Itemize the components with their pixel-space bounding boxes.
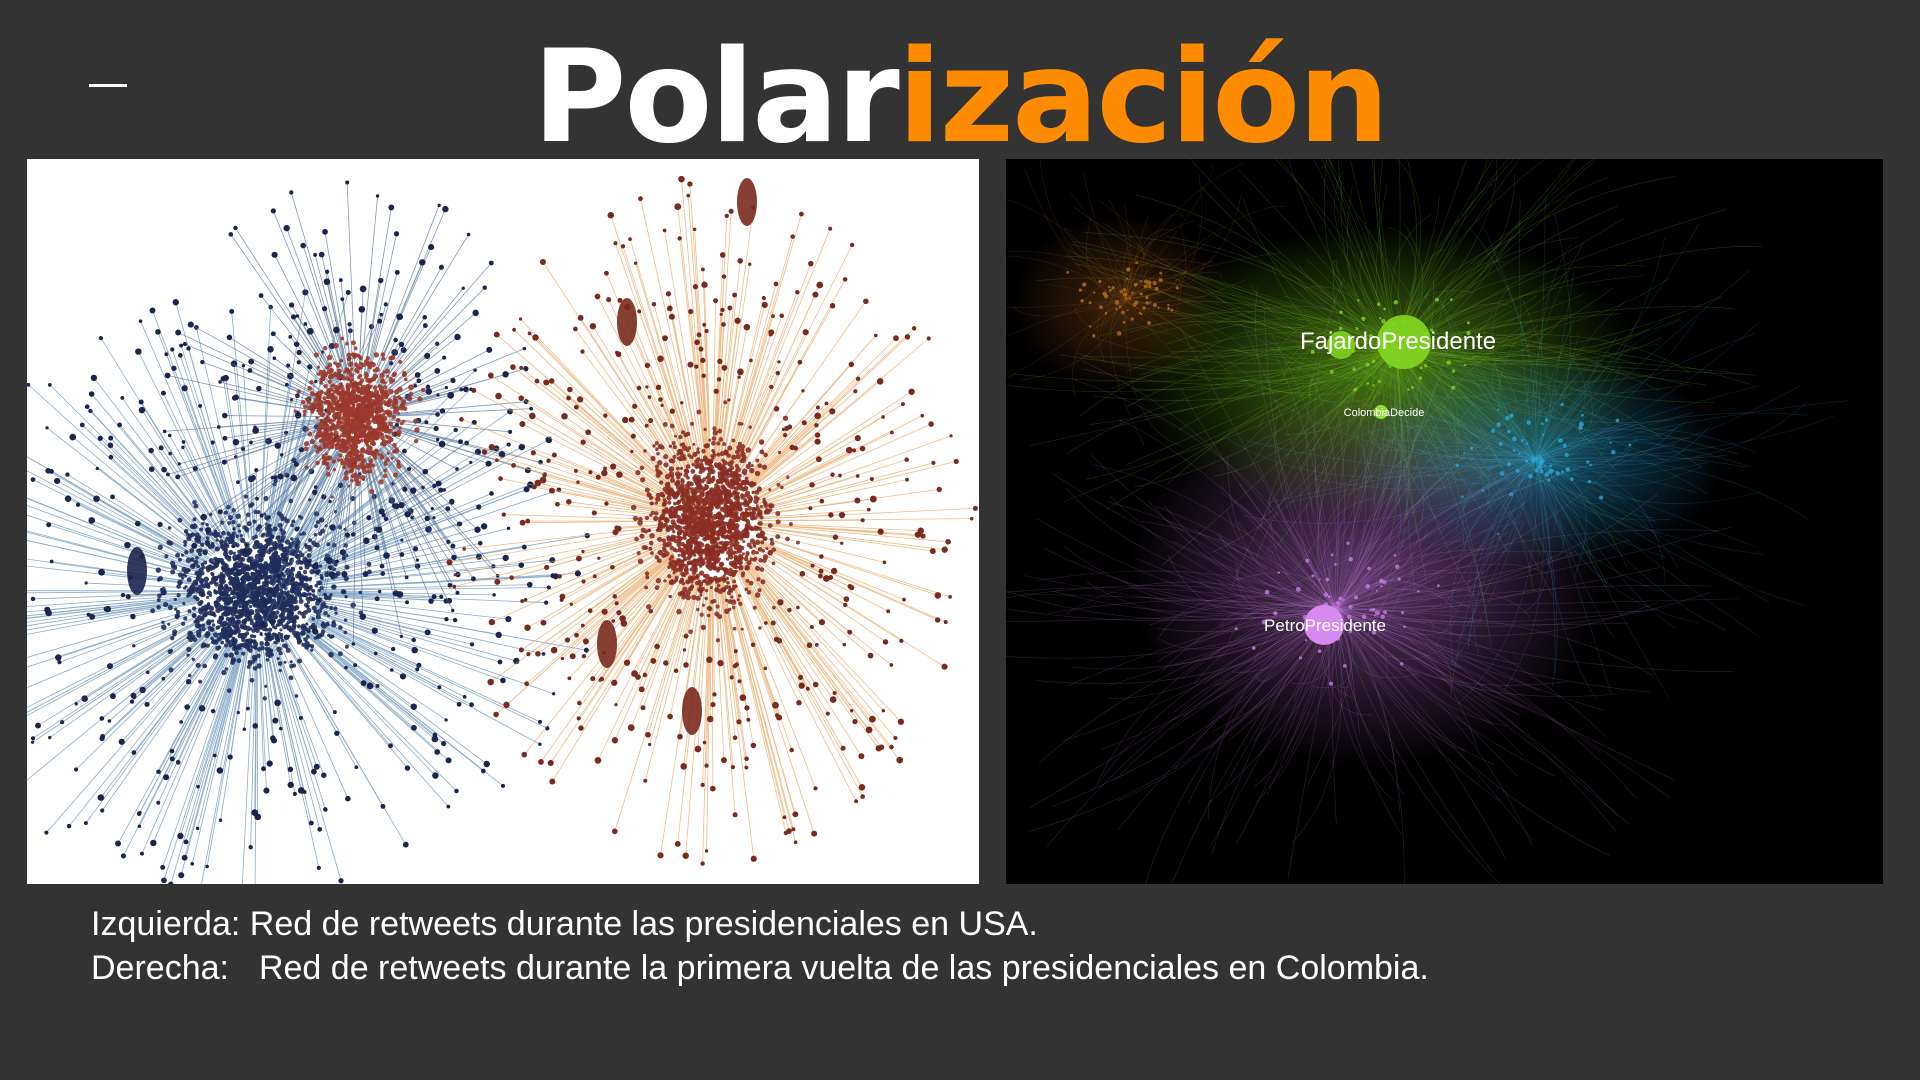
caption-right-text: Red de retweets durante la primera vuelt… [258, 949, 1429, 987]
caption-line-left: Izquierda: Red de retweets durante las p… [91, 905, 1038, 943]
usa-network-graphic [27, 175, 978, 884]
decorative-dash [89, 84, 127, 87]
colombia-retweet-network-image: FajardoPresidente ColombiaDecide PetroPr… [1006, 159, 1883, 884]
green-hub-node [1327, 331, 1355, 359]
title-part-orange: ización [897, 23, 1390, 172]
title-part-white: Polar [532, 23, 900, 172]
colombiadecide-node [1374, 405, 1388, 419]
colombia-network-graphic: FajardoPresidente ColombiaDecide PetroPr… [1006, 159, 1850, 884]
caption-right-label: Derecha: [91, 949, 229, 987]
fajardo-label: FajardoPresidente [1300, 328, 1496, 355]
colombiadecide-label: ColombiaDecide [1344, 407, 1425, 419]
caption: Izquierda: Red de retweets durante las p… [91, 902, 1429, 990]
petro-label: PetroPresidente [1264, 616, 1386, 635]
fajardo-node [1377, 315, 1431, 369]
caption-line-right: Derecha: Red de retweets durante la prime… [91, 946, 1429, 990]
usa-retweet-network-image [27, 159, 979, 884]
petro-node [1304, 605, 1344, 645]
slide-title: Polarización [0, 18, 1920, 178]
